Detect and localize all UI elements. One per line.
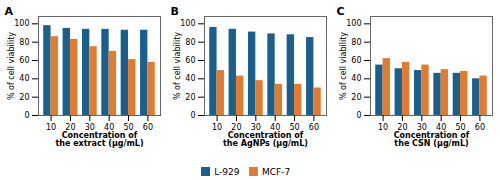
svg-text:Concentration ofthe CSN (μg/mL: Concentration ofthe CSN (μg/mL) [394, 131, 470, 148]
svg-text:60: 60 [475, 123, 485, 132]
svg-text:100: 100 [346, 19, 361, 28]
svg-text:20: 20 [185, 93, 195, 102]
html-text:MCF-7: MCF-7 [262, 166, 291, 177]
svg-text:% of cell viability: % of cell viability [173, 32, 182, 100]
svg-text:% of cell viability: % of cell viability [7, 32, 16, 100]
svg-text:0: 0 [190, 111, 195, 120]
svg-text:20: 20 [19, 93, 29, 102]
svg-text:60: 60 [19, 56, 29, 65]
svg-text:Concentration ofthe extract (μ: Concentration ofthe extract (μg/mL) [55, 131, 143, 148]
svg-text:B: B [171, 5, 179, 18]
svg-text:100: 100 [180, 19, 195, 28]
svg-text:20: 20 [397, 123, 408, 133]
svg-text:80: 80 [19, 38, 29, 47]
svg-text:80: 80 [185, 38, 195, 47]
html-text:L-929: L-929 [214, 166, 240, 177]
svg-text:C: C [337, 5, 345, 18]
svg-text:50: 50 [455, 123, 466, 133]
svg-text:30: 30 [250, 123, 261, 133]
svg-text:60: 60 [351, 56, 361, 65]
svg-text:Concentration ofthe AgNPs (μg/: Concentration ofthe AgNPs (μg/mL) [223, 131, 308, 148]
svg-text:40: 40 [351, 74, 361, 83]
svg-text:50: 50 [289, 123, 300, 133]
svg-text:40: 40 [19, 74, 29, 83]
svg-text:% of cell viability: % of cell viability [339, 32, 348, 100]
svg-text:100: 100 [14, 19, 29, 28]
svg-text:0: 0 [356, 111, 361, 120]
svg-text:20: 20 [65, 123, 76, 133]
svg-text:20: 20 [231, 123, 242, 133]
svg-text:40: 40 [270, 123, 281, 133]
svg-text:10: 10 [378, 123, 388, 132]
svg-text:10: 10 [46, 123, 56, 132]
svg-text:50: 50 [123, 123, 134, 133]
svg-text:40: 40 [185, 74, 195, 83]
svg-text:30: 30 [84, 123, 95, 133]
svg-text:30: 30 [416, 123, 427, 133]
svg-text:0: 0 [24, 111, 29, 120]
svg-text:20: 20 [351, 93, 361, 102]
svg-text:60: 60 [143, 123, 153, 132]
svg-text:60: 60 [309, 123, 319, 132]
svg-text:60: 60 [185, 56, 195, 65]
svg-text:A: A [5, 5, 14, 18]
svg-text:10: 10 [212, 123, 222, 132]
svg-text:40: 40 [436, 123, 447, 133]
svg-text:40: 40 [104, 123, 115, 133]
svg-text:80: 80 [351, 38, 361, 47]
